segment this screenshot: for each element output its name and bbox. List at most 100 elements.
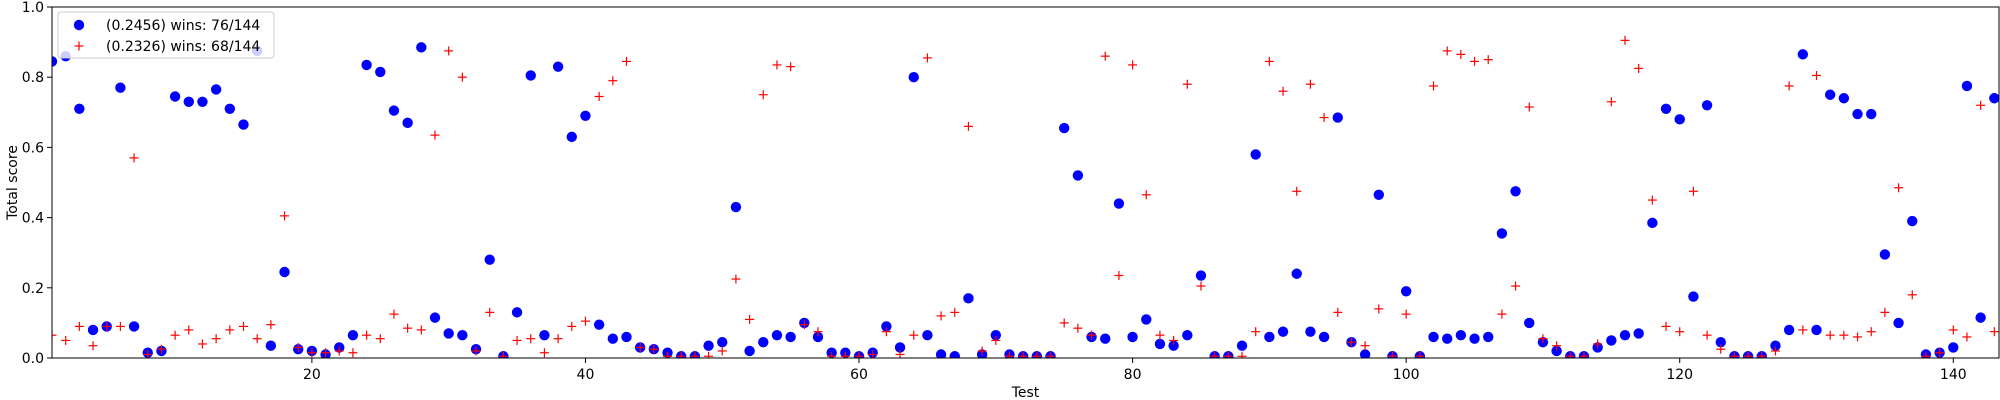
point-plus: [1182, 79, 1192, 89]
point-plus: [868, 349, 878, 358]
point-circle: [1113, 198, 1125, 209]
point-plus: [1374, 304, 1384, 314]
point-circle: [990, 329, 1002, 341]
point-plus: [690, 351, 700, 358]
point-circle: [1688, 291, 1699, 302]
x-tick-label: 60: [850, 367, 868, 383]
point-plus: [881, 327, 891, 337]
y-tick-label: 0.4: [22, 211, 44, 227]
point-circle: [265, 340, 277, 351]
point-circle: [1100, 333, 1111, 344]
point-circle: [511, 307, 523, 318]
point-plus: [1921, 351, 1931, 358]
point-circle: [1524, 317, 1535, 329]
point-plus: [567, 321, 577, 331]
point-plus: [1866, 327, 1876, 337]
point-circle: [169, 91, 181, 102]
point-circle: [621, 331, 632, 343]
point-plus: [1497, 309, 1507, 319]
point-plus: [293, 342, 303, 352]
point-plus: [430, 130, 440, 140]
point-plus: [704, 351, 714, 358]
point-plus: [498, 351, 508, 358]
point-plus: [786, 62, 796, 72]
point-circle: [402, 117, 413, 129]
point-plus: [1128, 60, 1138, 70]
point-plus: [197, 339, 207, 349]
point-plus: [88, 341, 98, 351]
x-tick-label: 20: [303, 367, 321, 383]
point-plus: [1524, 102, 1534, 112]
point-plus: [1647, 195, 1657, 205]
point-plus: [580, 316, 590, 326]
point-plus: [649, 344, 659, 354]
point-circle: [1866, 108, 1877, 120]
point-circle: [881, 321, 892, 332]
y-tick-label: 0.2: [22, 281, 44, 297]
point-circle: [416, 42, 427, 53]
point-circle: [1606, 335, 1617, 346]
point-circle: [1373, 189, 1384, 200]
point-plus: [1579, 351, 1589, 358]
point-circle: [1633, 328, 1644, 339]
point-circle: [1277, 326, 1289, 337]
point-circle: [1359, 349, 1371, 358]
point-circle: [1318, 331, 1330, 343]
point-plus: [225, 325, 235, 335]
point-plus: [307, 348, 317, 358]
point-plus: [362, 330, 372, 340]
point-plus: [1688, 186, 1698, 196]
legend: (0.2456) wins: 76/144 (0.2326) wins: 68/…: [57, 11, 275, 59]
point-circle: [1127, 331, 1138, 343]
point-circle: [1797, 49, 1809, 60]
point-circle: [1455, 329, 1467, 341]
point-plus: [731, 274, 741, 284]
point-plus: [61, 335, 71, 345]
point-plus: [471, 346, 481, 356]
point-plus: [772, 60, 782, 70]
y-tick-label: 0.8: [22, 70, 44, 86]
point-plus: [1401, 309, 1411, 319]
point-plus: [457, 72, 467, 82]
point-circle: [1182, 329, 1193, 341]
point-plus: [1360, 341, 1370, 351]
point-plus: [1552, 341, 1562, 351]
x-axis: 20 40 60 80 100 120 140: [303, 358, 1967, 383]
point-plus: [321, 348, 331, 358]
point-plus: [1743, 351, 1753, 358]
point-circle: [1770, 340, 1781, 351]
point-circle: [1250, 149, 1261, 160]
point-plus: [1415, 351, 1425, 358]
point-plus: [1770, 346, 1780, 356]
point-plus: [238, 321, 248, 331]
point-plus: [950, 307, 960, 317]
legend-entry-0: (0.2456) wins: 76/144: [106, 18, 260, 34]
point-plus: [1511, 281, 1521, 291]
point-circle: [744, 345, 755, 357]
y-tick-label: 1.0: [22, 0, 44, 16]
x-tick-label: 100: [1393, 367, 1420, 383]
point-plus: [1798, 325, 1808, 335]
point-plus: [1839, 330, 1849, 340]
point-plus: [1784, 81, 1794, 91]
point-circle: [1838, 93, 1850, 104]
point-plus: [1907, 290, 1917, 300]
point-plus: [1387, 351, 1397, 358]
point-circle: [1236, 340, 1248, 351]
y-tick-label: 0.0: [22, 351, 44, 367]
point-circle: [484, 254, 495, 265]
point-circle: [785, 331, 796, 343]
point-plus: [170, 330, 180, 340]
point-plus: [922, 53, 932, 63]
point-circle: [1428, 331, 1439, 343]
point-plus: [512, 335, 522, 345]
point-plus: [1032, 351, 1042, 358]
x-axis-label: Test: [1011, 385, 1040, 400]
point-plus: [676, 351, 686, 358]
point-plus: [280, 211, 290, 221]
point-plus: [1470, 56, 1480, 66]
point-plus: [1429, 81, 1439, 91]
point-circle: [1483, 331, 1494, 343]
point-circle: [1647, 217, 1658, 229]
